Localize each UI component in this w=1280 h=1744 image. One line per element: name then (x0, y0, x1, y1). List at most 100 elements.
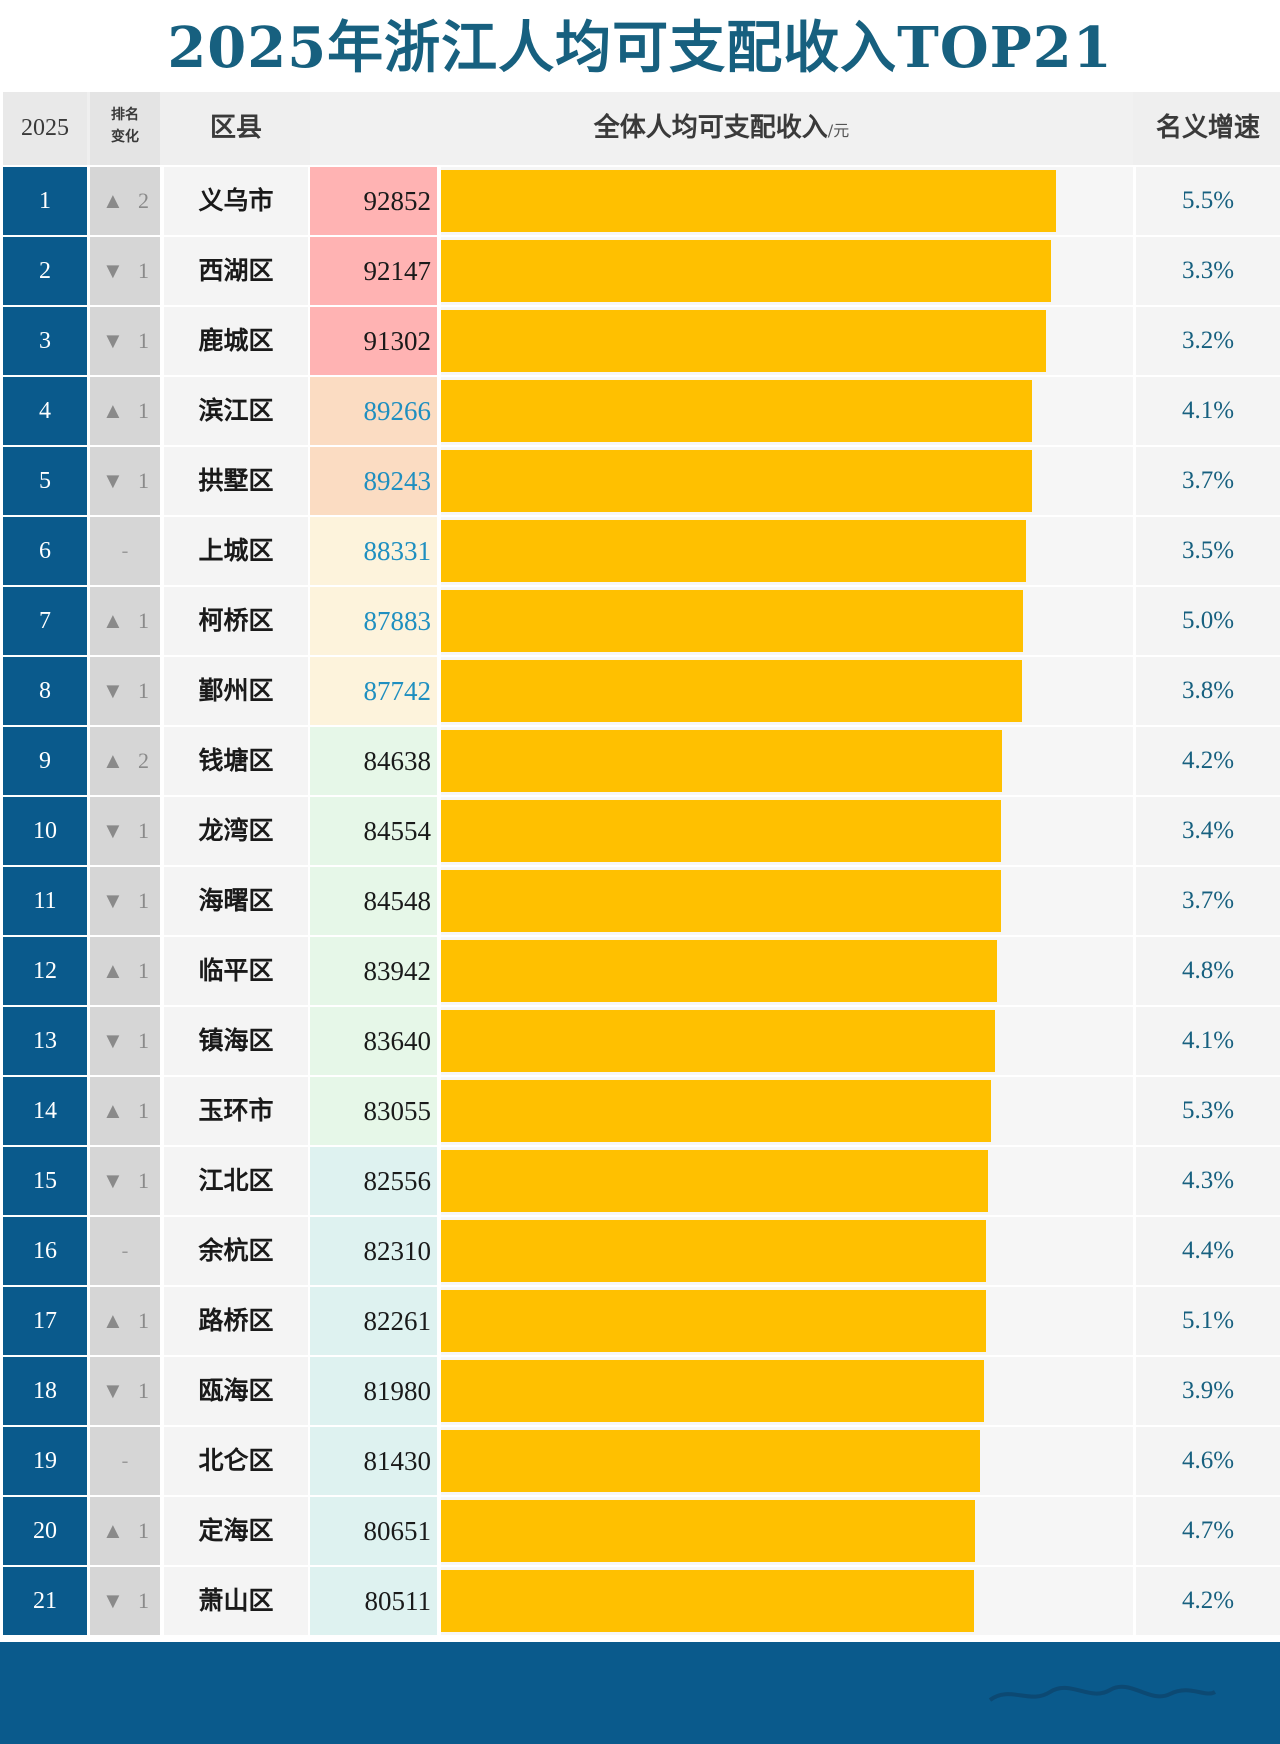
income-bar (441, 1430, 980, 1492)
bar-track (441, 937, 1133, 1005)
table-header: 2025 排名 变化 区县 全体人均可支配收入/元 名义增速 (3, 92, 1280, 167)
district-cell: 钱塘区 (164, 727, 308, 795)
rank-cell: 14 (3, 1077, 87, 1145)
triangle-up-icon: ▲ (102, 958, 124, 983)
growth-cell: 5.5% (1136, 167, 1280, 235)
rank-change-cell: ▲ 1 (90, 1077, 160, 1145)
income-value-cell: 89243 (310, 447, 437, 515)
district-cell: 海曙区 (164, 867, 308, 935)
income-bar (441, 730, 1002, 792)
rank-change-number: 1 (138, 888, 149, 913)
income-value-cell: 92147 (310, 237, 437, 305)
growth-cell: 3.3% (1136, 237, 1280, 305)
rank-change-cell: ▼ 1 (90, 307, 160, 375)
income-bar (441, 380, 1032, 442)
header-income-label: 全体人均可支配收入 (593, 113, 828, 143)
rank-change-number: 1 (138, 678, 149, 703)
growth-cell: 5.1% (1136, 1287, 1280, 1355)
district-cell: 鹿城区 (164, 307, 308, 375)
income-bar (441, 170, 1056, 232)
district-cell: 龙湾区 (164, 797, 308, 865)
bar-track (441, 657, 1133, 725)
income-bar (441, 450, 1032, 512)
rank-change-number: 1 (138, 468, 149, 493)
header-growth: 名义增速 (1136, 92, 1280, 165)
district-cell: 镇海区 (164, 1007, 308, 1075)
table-row: 17 ▲ 1 路桥区 82261 5.1% (3, 1287, 1280, 1355)
bar-track (441, 587, 1133, 655)
rank-change-none: - (121, 1450, 129, 1472)
growth-cell: 3.5% (1136, 517, 1280, 585)
table-row: 11 ▼ 1 海曙区 84548 3.7% (3, 867, 1280, 935)
table-row: 2 ▼ 1 西湖区 92147 3.3% (3, 237, 1280, 305)
growth-cell: 4.7% (1136, 1497, 1280, 1565)
triangle-down-icon: ▼ (102, 888, 124, 913)
income-bar (441, 1290, 986, 1352)
income-bar (441, 310, 1046, 372)
triangle-down-icon: ▼ (102, 678, 124, 703)
bar-track (441, 307, 1133, 375)
rank-cell: 5 (3, 447, 87, 515)
bar-track (441, 1077, 1133, 1145)
rank-change-number: 1 (138, 1588, 149, 1613)
growth-cell: 5.3% (1136, 1077, 1280, 1145)
table-row: 15 ▼ 1 江北区 82556 4.3% (3, 1147, 1280, 1215)
triangle-down-icon: ▼ (102, 1588, 124, 1613)
triangle-down-icon: ▼ (102, 258, 124, 283)
income-bar (441, 1360, 984, 1422)
table-row: 5 ▼ 1 拱墅区 89243 3.7% (3, 447, 1280, 515)
triangle-up-icon: ▲ (102, 1518, 124, 1543)
rank-change-number: 2 (138, 748, 149, 773)
rank-change-cell: ▲ 1 (90, 1287, 160, 1355)
triangle-up-icon: ▲ (102, 748, 124, 773)
rank-change-number: 1 (138, 1028, 149, 1053)
table-row: 7 ▲ 1 柯桥区 87883 5.0% (3, 587, 1280, 655)
rank-cell: 20 (3, 1497, 87, 1565)
income-bar (441, 1570, 974, 1632)
income-value-cell: 82261 (310, 1287, 437, 1355)
rank-change-cell: ▼ 1 (90, 1147, 160, 1215)
rank-change-number: 1 (138, 1098, 149, 1123)
income-value-cell: 80511 (310, 1567, 437, 1635)
bar-track (441, 1357, 1133, 1425)
header-income: 全体人均可支配收入/元 (310, 92, 1133, 165)
triangle-down-icon: ▼ (102, 1378, 124, 1403)
growth-cell: 4.1% (1136, 377, 1280, 445)
rank-cell: 21 (3, 1567, 87, 1635)
income-value-cell: 89266 (310, 377, 437, 445)
income-value-cell: 88331 (310, 517, 437, 585)
rank-change-cell: ▼ 1 (90, 1567, 160, 1635)
rank-cell: 15 (3, 1147, 87, 1215)
rank-change-cell: ▲ 2 (90, 727, 160, 795)
district-cell: 江北区 (164, 1147, 308, 1215)
rank-change-number: 1 (138, 818, 149, 843)
header-income-unit: /元 (827, 121, 850, 140)
rank-change-none: - (121, 1240, 129, 1262)
watermark-signature (988, 1684, 1217, 1702)
rank-change-cell: ▼ 1 (90, 867, 160, 935)
income-value-cell: 91302 (310, 307, 437, 375)
rank-change-cell: ▲ 1 (90, 587, 160, 655)
growth-cell: 4.8% (1136, 937, 1280, 1005)
growth-cell: 3.4% (1136, 797, 1280, 865)
bar-track (441, 377, 1133, 445)
rank-cell: 7 (3, 587, 87, 655)
rank-change-number: 2 (138, 188, 149, 213)
income-value-cell: 82310 (310, 1217, 437, 1285)
growth-cell: 3.9% (1136, 1357, 1280, 1425)
district-cell: 萧山区 (164, 1567, 308, 1635)
table-row: 19 - 北仑区 81430 4.6% (3, 1427, 1280, 1495)
table-row: 1 ▲ 2 义乌市 92852 5.5% (3, 167, 1280, 235)
growth-cell: 4.6% (1136, 1427, 1280, 1495)
table-row: 6 - 上城区 88331 3.5% (3, 517, 1280, 585)
growth-cell: 5.0% (1136, 587, 1280, 655)
income-value-cell: 80651 (310, 1497, 437, 1565)
triangle-up-icon: ▲ (102, 1098, 124, 1123)
table-row: 12 ▲ 1 临平区 83942 4.8% (3, 937, 1280, 1005)
rank-change-cell: ▲ 2 (90, 167, 160, 235)
footer-band (0, 1642, 1280, 1744)
rank-change-number: 1 (138, 258, 149, 283)
table-row: 8 ▼ 1 鄞州区 87742 3.8% (3, 657, 1280, 725)
rank-change-cell: - (90, 1427, 160, 1495)
rank-change-number: 1 (138, 398, 149, 423)
